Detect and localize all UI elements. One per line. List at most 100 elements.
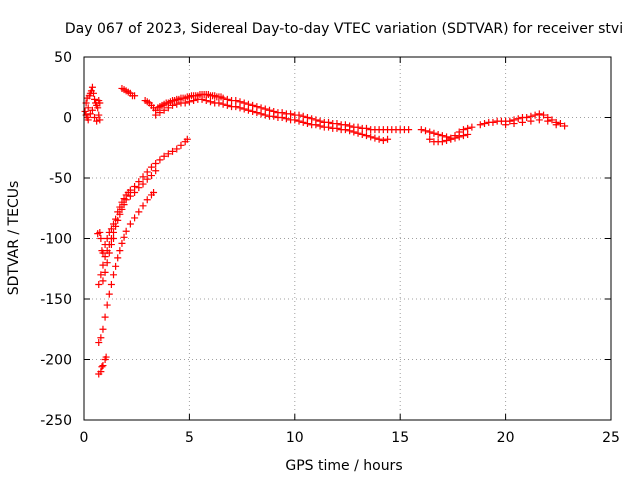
data-point [89,89,97,97]
data-point [97,368,105,376]
data-point [299,118,307,126]
data-point [236,98,244,106]
y-tick-label: -50 [49,171,72,187]
data-point [114,216,122,224]
data-point [97,271,105,279]
data-point [510,120,518,128]
data-point [379,136,387,144]
data-point [105,249,113,257]
data-point [523,114,531,121]
data-point [257,104,265,112]
data-point [139,202,147,210]
x-tick-label: 0 [80,430,89,446]
data-point [202,97,210,105]
data-point [362,124,370,132]
data-point [535,110,543,118]
data-point [244,106,252,114]
data-point [489,118,497,126]
data-series [476,110,569,130]
data-point [346,127,354,135]
data-point [156,156,164,164]
data-point [118,205,126,213]
data-point [518,118,526,126]
data-point [86,110,94,118]
data-point [261,105,269,113]
data-point [181,99,189,107]
data-point [173,100,181,108]
data-point [232,97,240,105]
data-point [103,301,111,309]
data-point [95,111,103,119]
data-point [253,109,261,117]
data-point [459,132,467,140]
data-point [215,99,223,107]
data-point [527,117,535,125]
data-point [249,101,257,109]
data-point [118,239,126,247]
data-point [99,261,107,269]
data-point [110,235,118,242]
data-point [502,121,510,129]
data-series [81,83,104,125]
x-tick-label: 15 [391,430,409,446]
data-point [122,227,130,235]
data-point [114,254,122,262]
data-point [101,313,109,321]
data-point [139,173,147,181]
data-point [107,280,115,288]
data-point [156,109,164,117]
data-point [544,117,552,125]
data-point [206,98,214,106]
data-point [185,98,193,106]
data-point [103,259,111,267]
data-point [102,353,110,361]
data-point [84,116,92,124]
data-point [367,133,375,141]
data-point [316,122,324,130]
data-point [116,247,124,255]
data-point [556,120,564,128]
y-tick-label: -150 [40,292,72,308]
data-point [96,99,104,107]
data-point [434,130,442,138]
data-point [426,135,434,143]
data-point [91,114,99,121]
y-tick-label: -100 [40,232,72,248]
data-point [198,95,206,103]
data-point [101,268,109,276]
data-point [143,196,151,204]
data-point [438,138,446,146]
data-point [150,189,158,197]
data-series [417,123,476,146]
data-point [98,363,106,371]
data-point [219,100,227,108]
data-point [438,132,446,140]
data-point [405,126,413,134]
data-point [105,290,113,298]
data-point [97,334,105,342]
data-point [81,107,89,115]
data-point [291,116,299,124]
data-point [190,97,198,105]
data-point [303,120,311,128]
data-point [88,106,96,114]
data-point [540,111,548,119]
data-point [99,249,107,257]
data-point [266,106,274,114]
data-point [99,362,107,370]
data-point [88,83,96,91]
data-point [160,106,168,114]
data-point [535,116,543,124]
data-point [464,130,472,138]
data-point [169,147,177,155]
data-point [358,130,366,138]
data-point [447,135,455,143]
data-point [131,182,139,190]
data-point [459,126,467,134]
data-point [299,112,307,120]
data-point [143,175,151,183]
data-point [476,121,484,129]
data-point [96,116,104,124]
ticks: 0 5 10 15 20 25 -250 -200 -150 -100 -50 0 50 [40,50,620,446]
data-series [95,189,158,347]
